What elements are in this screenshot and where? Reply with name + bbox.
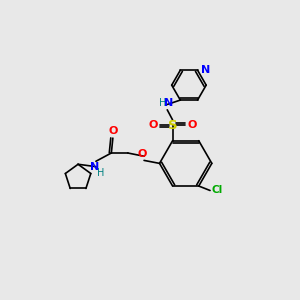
- Text: H: H: [97, 168, 104, 178]
- Text: N: N: [164, 98, 173, 108]
- Text: H: H: [159, 98, 166, 108]
- Text: N: N: [90, 163, 99, 172]
- Text: O: O: [188, 120, 197, 130]
- Text: S: S: [168, 119, 177, 132]
- Text: O: O: [138, 149, 147, 159]
- Text: O: O: [148, 120, 158, 130]
- Text: N: N: [200, 64, 210, 75]
- Text: Cl: Cl: [212, 185, 223, 196]
- Text: O: O: [108, 126, 118, 136]
